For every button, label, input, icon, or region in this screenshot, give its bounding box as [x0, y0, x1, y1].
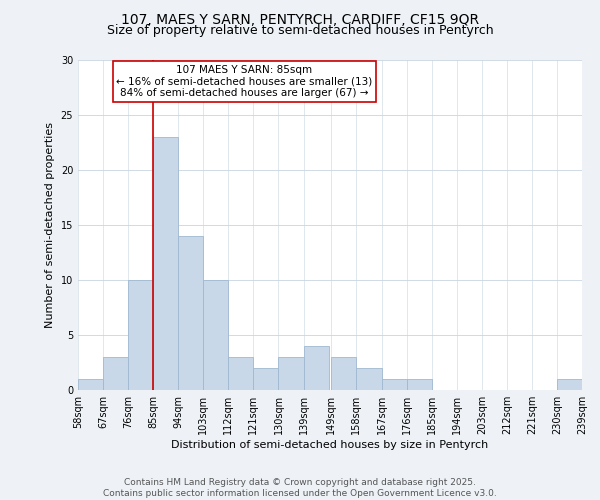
Bar: [557, 379, 582, 390]
Bar: [203, 280, 229, 390]
Bar: [382, 379, 407, 390]
Bar: [128, 280, 153, 390]
Bar: [356, 368, 382, 390]
Bar: [153, 137, 178, 390]
Bar: [229, 357, 253, 390]
Text: Contains HM Land Registry data © Crown copyright and database right 2025.
Contai: Contains HM Land Registry data © Crown c…: [103, 478, 497, 498]
Bar: [278, 357, 304, 390]
Bar: [178, 236, 203, 390]
Text: 107, MAES Y SARN, PENTYRCH, CARDIFF, CF15 9QR: 107, MAES Y SARN, PENTYRCH, CARDIFF, CF1…: [121, 12, 479, 26]
Bar: [304, 346, 329, 390]
X-axis label: Distribution of semi-detached houses by size in Pentyrch: Distribution of semi-detached houses by …: [172, 440, 488, 450]
Bar: [103, 357, 128, 390]
Bar: [78, 379, 103, 390]
Bar: [253, 368, 278, 390]
Bar: [407, 379, 431, 390]
Bar: [331, 357, 356, 390]
Text: Size of property relative to semi-detached houses in Pentyrch: Size of property relative to semi-detach…: [107, 24, 493, 37]
Y-axis label: Number of semi-detached properties: Number of semi-detached properties: [45, 122, 55, 328]
Text: 107 MAES Y SARN: 85sqm
← 16% of semi-detached houses are smaller (13)
84% of sem: 107 MAES Y SARN: 85sqm ← 16% of semi-det…: [116, 65, 373, 98]
